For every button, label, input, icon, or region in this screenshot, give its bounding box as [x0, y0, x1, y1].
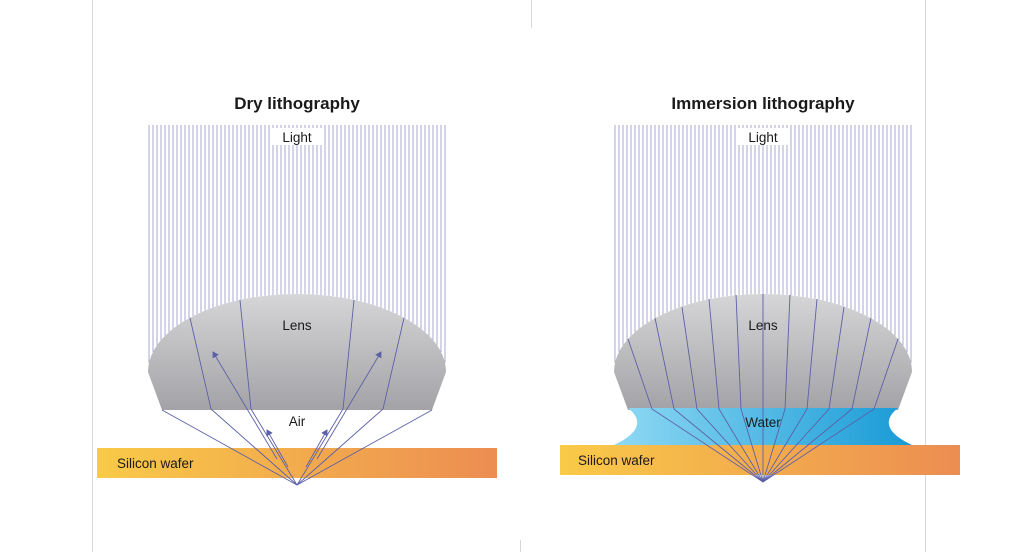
- panel-immersion: Immersion lithography Light Lens Silicon…: [560, 94, 960, 483]
- immersion-silicon-wafer: [560, 445, 960, 475]
- converging-ray: [239, 299, 298, 486]
- panel-dry: Dry lithography Light Lens Silicon wafer…: [97, 94, 497, 486]
- converging-ray: [762, 298, 818, 483]
- converging-ray: [735, 294, 764, 483]
- converging-ray: [654, 317, 764, 483]
- immersion-title: Immersion lithography: [671, 94, 855, 113]
- immersion-light-label: Light: [748, 130, 778, 145]
- water-label: Water: [745, 415, 781, 430]
- converging-ray: [189, 317, 298, 486]
- dry-lens-shape: [148, 294, 446, 410]
- dry-title: Dry lithography: [234, 94, 360, 113]
- converging-ray: [762, 294, 791, 483]
- dry-wafer-label: Silicon wafer: [117, 456, 194, 471]
- dry-silicon-wafer: [97, 448, 497, 478]
- immersion-wafer-label: Silicon wafer: [578, 453, 655, 468]
- air-label-bg: [279, 412, 315, 429]
- reflected-ray-arrow: [316, 351, 382, 460]
- converging-ray: [161, 409, 298, 486]
- converging-ray: [296, 299, 355, 486]
- reflected-ray-arrow: [212, 351, 278, 460]
- dry-lens-label: Lens: [282, 318, 312, 333]
- converging-ray: [762, 306, 845, 483]
- dry-light-label-bg: [272, 128, 322, 145]
- dry-light-rays: [148, 125, 446, 363]
- converging-ray: [296, 409, 433, 486]
- reflected-ray-arrow: [305, 429, 328, 468]
- immersion-light-label-bg: [738, 128, 788, 145]
- converging-ray: [762, 338, 899, 483]
- converging-ray: [681, 306, 764, 483]
- converging-ray: [627, 338, 764, 483]
- reflected-ray-arrow: [266, 429, 289, 468]
- converging-ray: [708, 298, 764, 483]
- air-label: Air: [289, 414, 306, 429]
- dry-light-label: Light: [282, 130, 312, 145]
- converging-ray: [296, 317, 405, 486]
- immersion-light-rays: [614, 125, 912, 363]
- converging-ray: [762, 317, 872, 483]
